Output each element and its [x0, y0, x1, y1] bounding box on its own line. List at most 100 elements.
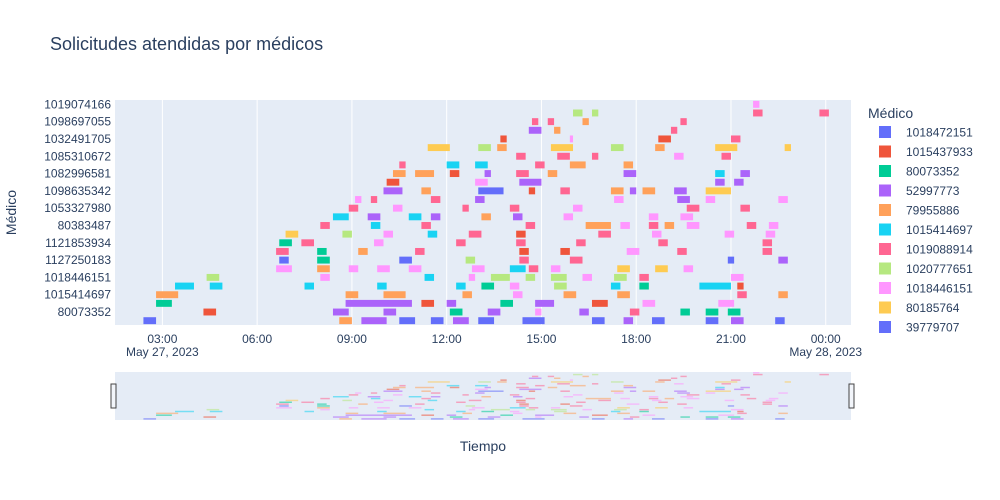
timeline-bar — [430, 317, 444, 325]
legend-swatch — [879, 145, 891, 158]
legend-item[interactable]: 1018446151 — [879, 282, 973, 296]
timeline-bar — [730, 273, 744, 281]
timeline-bar — [730, 135, 741, 143]
range-slider-mark — [614, 392, 624, 394]
legend-item[interactable]: 79955886 — [879, 204, 960, 218]
timeline-bar — [629, 187, 637, 195]
range-slider[interactable] — [110, 372, 855, 420]
range-slider-mark — [547, 386, 558, 389]
timeline-bar — [686, 222, 700, 229]
timeline-bar — [648, 213, 659, 221]
legend-item[interactable]: 1018472151 — [879, 126, 973, 140]
range-slider-mark — [478, 390, 504, 392]
timeline-bar — [490, 273, 510, 281]
legend-label: 80073352 — [906, 165, 960, 179]
legend-item[interactable]: 1019088914 — [879, 243, 973, 257]
x-tick-label: 18:00 — [621, 332, 651, 346]
range-slider-mark — [421, 397, 431, 400]
range-slider-mark — [550, 408, 567, 411]
range-slider-right-handle[interactable] — [848, 383, 855, 409]
timeline-bar — [610, 282, 621, 290]
timeline-bar — [610, 144, 624, 152]
legend-label: 1019088914 — [906, 243, 973, 257]
timeline-bar — [481, 213, 491, 221]
timeline-bar — [674, 187, 687, 195]
range-slider-mark — [730, 379, 741, 381]
range-slider-mark — [737, 410, 744, 413]
x-axis-title: Tiempo — [460, 438, 506, 454]
range-slider-mark — [421, 414, 435, 416]
legend-item[interactable]: 39779707 — [879, 321, 960, 335]
y-tick-label: 1053327980 — [44, 201, 111, 215]
range-slider-mark — [683, 407, 694, 409]
timeline-bar — [500, 135, 507, 143]
range-slider-mark — [377, 410, 387, 413]
legend-item[interactable]: 1015437933 — [879, 145, 973, 159]
timeline-bar — [377, 265, 390, 273]
x-tick-label: 06:00 — [242, 332, 272, 346]
range-slider-mark — [156, 412, 179, 415]
range-slider-mark — [175, 410, 194, 413]
range-slider-mark — [392, 394, 403, 396]
range-slider-mark — [614, 408, 627, 411]
range-slider-mark — [677, 392, 690, 394]
timeline-bar — [509, 282, 520, 290]
timeline-bar — [626, 247, 640, 255]
y-tick-label: 1032491705 — [44, 132, 111, 146]
timeline-bar — [591, 299, 608, 307]
timeline-bar — [421, 299, 435, 307]
range-slider-mark — [753, 372, 760, 374]
timeline-bar — [430, 196, 441, 203]
timeline-bar — [721, 152, 731, 160]
legend-item[interactable]: 1015414697 — [879, 223, 973, 237]
range-slider-mark — [355, 392, 362, 394]
range-slider-mark — [715, 388, 725, 391]
legend-label: 52997773 — [906, 184, 960, 198]
timeline-bar — [699, 282, 731, 290]
range-slider-mark — [680, 416, 690, 418]
range-slider-mark — [320, 397, 330, 400]
range-slider-left-handle[interactable] — [110, 383, 117, 409]
range-slider-mark — [399, 384, 406, 387]
timeline-bar — [563, 213, 574, 221]
range-slider-mark — [374, 401, 384, 404]
legend[interactable]: Médico 1018472151 1015437933 80073352 52997… — [868, 105, 973, 335]
range-slider-mark — [617, 407, 630, 409]
range-slider-mark — [705, 416, 719, 418]
timeline-bar — [516, 170, 529, 178]
timeline-bar — [582, 273, 592, 281]
y-tick-label: 1085310672 — [44, 149, 111, 163]
y-tick-label: 1019074166 — [44, 97, 111, 111]
range-slider-mark — [629, 416, 640, 418]
legend-item[interactable]: 80073352 — [879, 165, 960, 179]
timeline-bar — [509, 204, 520, 212]
range-slider-mark — [569, 384, 586, 387]
range-slider-mark — [768, 397, 779, 400]
timeline-bar — [563, 291, 577, 299]
range-slider-mark — [762, 401, 773, 404]
legend-item[interactable]: 52997773 — [879, 184, 960, 198]
range-slider-mark — [342, 399, 352, 402]
range-slider-mark — [497, 381, 507, 383]
range-slider-mark — [591, 383, 599, 385]
timeline-bar — [569, 135, 574, 143]
range-slider-mark — [421, 390, 431, 392]
range-slider-mark — [585, 397, 611, 400]
timeline-bar — [276, 247, 289, 255]
timeline-bar — [614, 273, 627, 281]
legend-item[interactable]: 1020777651 — [879, 262, 973, 276]
range-slider-mark — [430, 392, 441, 394]
legend-item[interactable]: 80185764 — [879, 301, 960, 315]
timeline-bar — [569, 256, 583, 264]
timeline-bar — [392, 170, 406, 178]
range-slider-mark — [778, 392, 788, 394]
timeline-bar — [648, 222, 659, 229]
timeline-bar — [449, 170, 460, 178]
range-slider-mark — [642, 390, 656, 392]
range-slider-mark — [557, 383, 570, 385]
range-slider-mark — [674, 390, 687, 392]
range-slider-mark — [762, 403, 773, 405]
legend-items[interactable]: 1018472151 1015437933 80073352 52997773 7995… — [879, 126, 973, 335]
range-slider-mark — [475, 384, 488, 387]
